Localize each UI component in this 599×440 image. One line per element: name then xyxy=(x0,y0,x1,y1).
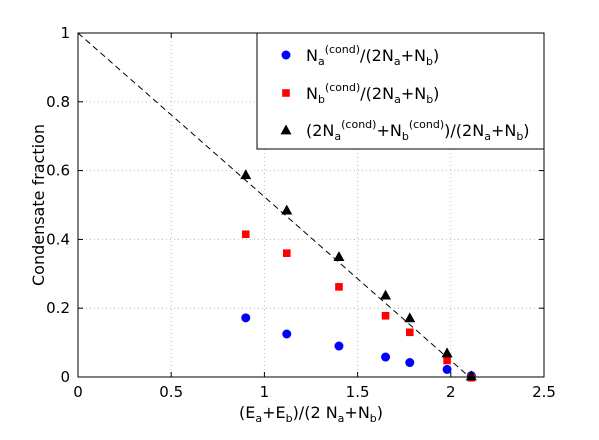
series-3-point xyxy=(465,370,477,381)
legend-label-1: Na(cond)/(2Na+Nb) xyxy=(306,43,439,68)
x-tick-label: 2.5 xyxy=(532,383,556,401)
legend-label-3: (2Na(cond)+Nb(cond))/(2Na+Nb) xyxy=(306,118,530,143)
series-2-point xyxy=(335,283,343,291)
series-3-point xyxy=(240,169,252,180)
y-tick-label: 0.6 xyxy=(46,162,70,180)
legend-marker-3 xyxy=(280,124,292,135)
x-tick-label: 1.5 xyxy=(346,383,370,401)
series-3-point xyxy=(333,251,345,261)
y-tick-label: 0.4 xyxy=(46,230,70,248)
series-3-point xyxy=(281,204,293,215)
series-1-point xyxy=(381,352,391,362)
series-2-point xyxy=(381,311,390,320)
series-1-point xyxy=(442,364,452,374)
series-2-point xyxy=(282,249,291,257)
series-1-point xyxy=(282,329,292,339)
x-tick-label: 1 xyxy=(260,383,270,401)
y-tick-label: 1 xyxy=(60,24,70,42)
legend-marker-1 xyxy=(281,50,291,60)
reference-line-group xyxy=(77,32,470,378)
series-2-point xyxy=(405,328,414,337)
series-1-point xyxy=(241,313,251,323)
y-tick-label: 0.8 xyxy=(46,93,70,111)
x-tick-label: 0 xyxy=(73,383,83,401)
legend-label-2: Nb(cond)/(2Na+Nb) xyxy=(306,81,439,106)
x-tick-label: 0.5 xyxy=(159,383,183,401)
series-3-point xyxy=(380,289,392,300)
data-points xyxy=(240,169,477,382)
y-axis-label: Condensate fraction xyxy=(29,124,48,286)
series-3-point xyxy=(441,347,453,358)
series-1-point xyxy=(405,358,415,368)
x-tick-label: 2 xyxy=(446,383,456,401)
reference-dashed-line xyxy=(77,32,470,378)
x-axis-label: (Ea+Eb)/(2 Na+Nb) xyxy=(239,403,383,425)
legend-box xyxy=(256,32,545,150)
y-tick-label: 0.2 xyxy=(46,299,70,317)
legend-marker-2 xyxy=(282,89,290,97)
legend: Na(cond)/(2Na+Nb) Nb(cond)/(2Na+Nb) (2Na(c… xyxy=(256,32,545,150)
series-2-point xyxy=(241,230,250,239)
series-3-point xyxy=(404,312,416,323)
series-1-point xyxy=(334,341,344,351)
y-tick-label: 0 xyxy=(60,368,70,386)
series-2-point xyxy=(443,356,451,365)
